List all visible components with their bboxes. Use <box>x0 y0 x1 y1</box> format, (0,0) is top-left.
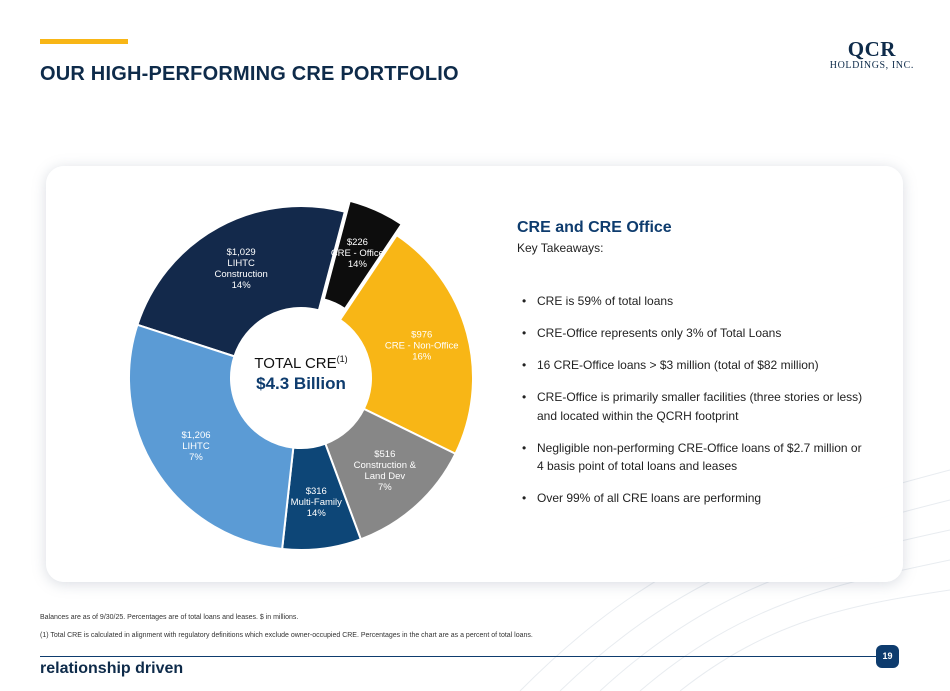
slice-label-lihtc-construction: $1,029 LIHTC Construction 14% <box>214 247 267 291</box>
logo-subtitle: HOLDINGS, INC. <box>829 60 914 71</box>
takeaway-item: CRE-Office is primarily smaller faciliti… <box>517 388 867 425</box>
company-logo: QCR HOLDINGS, INC. <box>830 38 914 72</box>
center-title: TOTAL CRE(1) <box>254 354 347 372</box>
logo-wordmark: QCR <box>847 37 896 61</box>
panel-heading: CRE and CRE Office <box>517 219 672 236</box>
slice-label-multi-family: $316 Multi-Family 14% <box>291 486 342 519</box>
takeaway-item: Over 99% of all CRE loans are performing <box>517 489 867 508</box>
slice-label-cre-office: $226 CRE - Office 14% <box>331 237 384 270</box>
panel-subheading: Key Takeaways: <box>517 241 604 255</box>
takeaway-item: 16 CRE-Office loans > $3 million (total … <box>517 356 867 375</box>
footer-tagline: relationship driven <box>40 660 184 677</box>
slice-label-cre-non-office: $976 CRE - Non-Office 16% <box>385 330 459 363</box>
slice-cre-office <box>322 199 404 311</box>
takeaways-panel: CRE and CRE Office Key Takeaways: CRE is… <box>517 219 867 507</box>
slice-label-construction-land-dev: $516 Construction & Land Dev 7% <box>354 449 417 493</box>
slice-lihtc-construction <box>136 205 347 358</box>
slice-label-lihtc: $1,206 LIHTC 7% <box>181 430 210 463</box>
slice-cre-non-office <box>338 233 474 456</box>
center-total-value: $4.3 Billion <box>256 374 346 393</box>
slice-lihtc <box>128 323 295 551</box>
takeaway-item: CRE is 59% of total loans <box>517 292 867 311</box>
footer-divider <box>40 656 876 657</box>
footnote-total-cre: (1) Total CRE is calculated in alignment… <box>40 632 533 639</box>
footnote-balances: Balances are as of 9/30/25. Percentages … <box>40 614 299 621</box>
page-title: OUR HIGH-PERFORMING CRE PORTFOLIO <box>40 63 459 85</box>
takeaway-item: CRE-Office represents only 3% of Total L… <box>517 324 867 343</box>
title-accent-bar <box>40 39 128 44</box>
takeaways-list: CRE is 59% of total loans CRE-Office rep… <box>517 292 867 521</box>
takeaway-item: Negligible non-performing CRE-Office loa… <box>517 439 867 476</box>
page-number: 19 <box>876 645 899 668</box>
